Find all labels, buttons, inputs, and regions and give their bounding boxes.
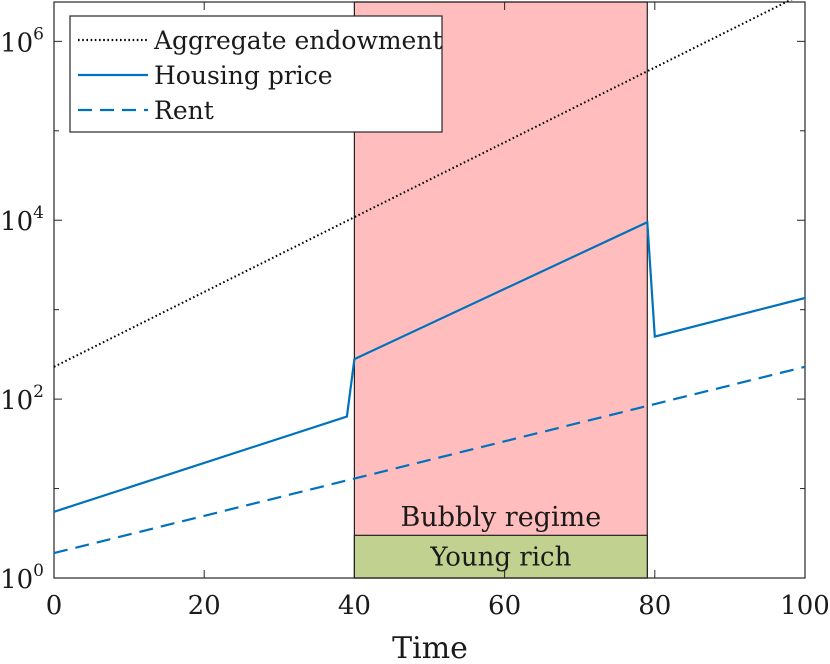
aggregate-endowment-legend-label: Aggregate endowment bbox=[153, 26, 443, 55]
y-tick-base: 10 bbox=[0, 565, 33, 595]
rent-legend-label: Rent bbox=[154, 96, 214, 125]
housing-price-legend-label: Housing price bbox=[154, 61, 333, 90]
y-tick-label: 104 bbox=[0, 203, 44, 237]
y-tick-exponent: 2 bbox=[33, 382, 44, 402]
housing-price-line bbox=[53, 220, 806, 513]
young-rich-label: Young rich bbox=[429, 543, 571, 573]
shaded-regions: Young rich Bubbly regime bbox=[353, 1, 648, 579]
y-tick-exponent: 0 bbox=[33, 561, 44, 581]
x-tick-label: 0 bbox=[46, 591, 63, 621]
x-tick-label: 60 bbox=[488, 591, 521, 621]
series-lines bbox=[53, 0, 806, 555]
x-axis-label: Time bbox=[392, 631, 468, 664]
rent-line bbox=[53, 365, 806, 555]
bubbly-regime-label: Bubbly regime bbox=[401, 502, 602, 533]
y-tick-base: 10 bbox=[0, 386, 33, 416]
plot-frame bbox=[53, 1, 806, 579]
y-tick-label: 106 bbox=[0, 24, 44, 58]
axes-frame bbox=[53, 1, 806, 579]
y-tick-base: 10 bbox=[0, 207, 33, 237]
aggregate-endowment-line bbox=[53, 0, 793, 368]
y-tick-label: 100 bbox=[0, 561, 44, 595]
x-tick-label: 20 bbox=[188, 591, 221, 621]
y-tick-base: 10 bbox=[0, 28, 33, 58]
young-rich-box bbox=[353, 534, 648, 579]
y-tick-exponent: 6 bbox=[33, 24, 44, 44]
x-tick-label: 80 bbox=[638, 591, 671, 621]
x-tick-label: 40 bbox=[338, 591, 371, 621]
x-tick-label: 100 bbox=[780, 591, 830, 621]
legend: Aggregate endowment Housing price Rent bbox=[69, 15, 443, 133]
y-tick-label: 102 bbox=[0, 382, 44, 416]
y-tick-exponent: 4 bbox=[33, 203, 44, 223]
